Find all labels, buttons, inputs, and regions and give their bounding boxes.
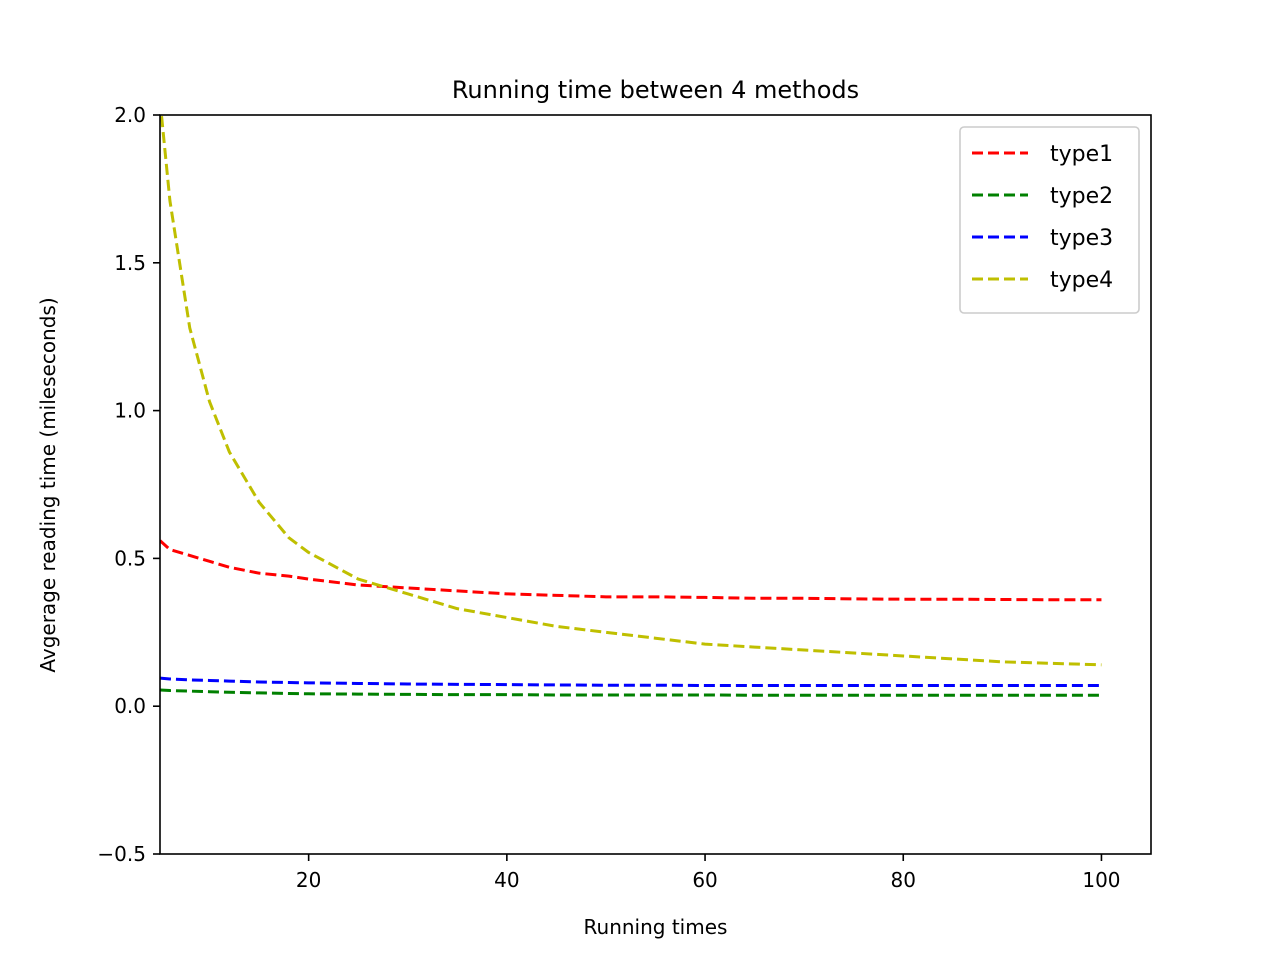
legend-label-type4: type4 — [1050, 268, 1113, 293]
legend-label-type3: type3 — [1050, 226, 1113, 251]
y-tick-label: 1.5 — [114, 251, 146, 275]
x-tick-label: 40 — [494, 868, 519, 892]
y-tick-label: 2.0 — [114, 103, 146, 127]
y-tick-label: 0.0 — [114, 694, 146, 718]
series-layer — [160, 115, 1102, 697]
x-axis: 20 40 60 80 100 — [296, 854, 1121, 892]
x-tick-label: 60 — [692, 868, 717, 892]
legend-box — [959, 126, 1140, 314]
x-tick-label: 100 — [1082, 868, 1120, 892]
y-tick-label: 0.5 — [114, 546, 146, 570]
y-axis-label: Avgerage reading time (mileseconds) — [36, 297, 60, 672]
y-tick-label: 1.0 — [114, 399, 146, 423]
legend: type1 type2 type3 type4 — [959, 126, 1140, 314]
x-tick-label: 20 — [296, 868, 321, 892]
y-axis: −0.5 0.0 0.5 1.0 1.5 2.0 — [97, 103, 160, 866]
y-tick-label: −0.5 — [97, 842, 146, 866]
legend-label-type1: type1 — [1050, 142, 1113, 167]
plot-frame — [159, 114, 1152, 855]
x-tick-label: 80 — [891, 868, 916, 892]
series-line-type4 — [160, 115, 1102, 667]
series-line-type1 — [160, 539, 1102, 602]
chart-title: Running time between 4 methods — [452, 76, 859, 104]
legend-label-type2: type2 — [1050, 184, 1113, 209]
series-line-type2 — [160, 688, 1102, 697]
x-axis-label: Running times — [584, 915, 728, 939]
series-line-type3 — [160, 676, 1102, 688]
